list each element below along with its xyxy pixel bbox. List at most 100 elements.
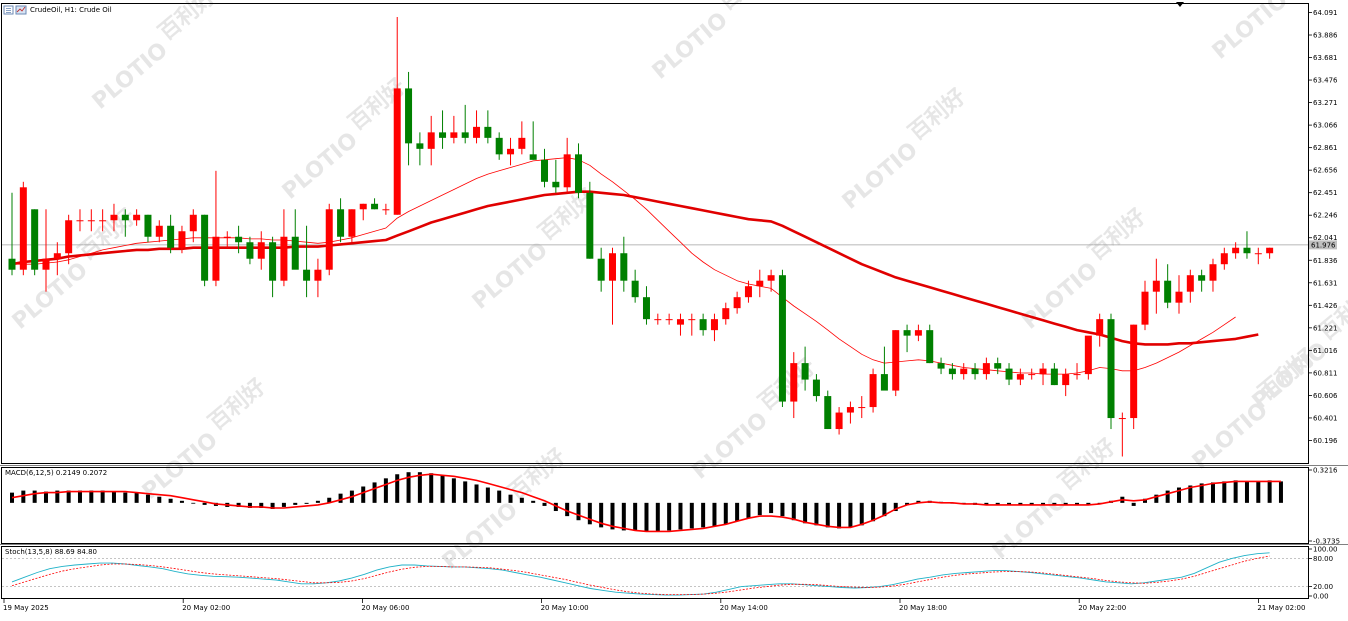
macd-bar [1041,502,1046,505]
candle [99,209,107,232]
candle-body [110,214,118,221]
candle [167,214,175,254]
candle [507,137,515,166]
candle [280,209,288,287]
candle-body [982,363,990,375]
macd-bar [1278,481,1283,503]
candle [473,110,481,144]
macd-bar [757,502,762,516]
candle [8,192,16,276]
candle-body [337,209,345,237]
y-tick-label: 61.836 [1313,257,1338,265]
macd-bar [463,481,468,503]
macd-bar [134,492,139,503]
macd-bar [55,490,60,503]
candle [710,313,718,342]
main-panel[interactable] [1,3,1309,464]
candle-body [1028,374,1036,376]
candle-body [280,236,288,281]
candle-body [892,330,900,391]
candle-body [790,363,798,402]
candle-body [948,368,956,375]
svg-text:百利好: 百利好 [1313,284,1348,346]
candle-body [223,236,231,238]
candle-body [971,368,979,375]
macd-bar [610,502,615,530]
candle-body [495,137,503,155]
macd-bar [1176,487,1181,503]
candle-body [869,374,877,408]
candle-body [427,132,435,149]
macd-bar [1154,494,1159,503]
svg-text:PLOTIO: PLOTIO [138,428,223,505]
macd-panel[interactable] [1,467,1309,544]
candle [801,346,809,391]
macd-bar [327,497,332,503]
watermark-layer: PLOTIO百利好PLOTIO百利好PLOTIO百利好PLOTIO百利好PLOT… [8,0,1348,575]
candle [1073,363,1081,380]
candle-body [778,275,786,402]
y-tick-label: 63.681 [1313,54,1338,62]
candle [1141,280,1149,331]
candle [405,71,413,166]
stoch-panel[interactable] [1,546,1309,599]
candle-body [914,330,922,336]
macd-bar [1210,482,1215,503]
candle-body [473,126,481,138]
candle-body [608,253,616,281]
svg-text:PLOTIO: PLOTIO [688,408,773,485]
svg-text:PLOTIO: PLOTIO [468,238,553,315]
candle-body [722,308,730,320]
chart-menu-icon[interactable] [3,5,14,15]
candle [665,313,673,325]
candle [223,231,231,248]
candle [87,209,95,232]
candle-body [801,363,809,380]
candle-body [303,269,311,281]
candle-body [439,132,447,138]
candle-body [654,319,662,321]
macd-bar [293,502,298,505]
candle [982,357,990,380]
stoch-signal-line [11,555,1270,595]
candle [235,225,243,254]
candle-body [133,214,141,221]
candle-body [99,220,107,222]
candle-body [382,209,390,211]
x-tick-label: 21 May 02:00 [1257,604,1305,612]
macd-bar [1188,485,1193,503]
shift-marker-icon[interactable] [1176,2,1184,7]
y-tick-label: 61.016 [1313,347,1338,355]
candle [450,115,458,144]
candle-body [1164,280,1172,303]
candle [1028,368,1036,380]
candle [937,357,945,375]
macd-bar [10,492,14,503]
y-tick-label: 63.271 [1313,99,1338,107]
candle-body [1232,247,1240,254]
macd-bar [123,492,128,503]
macd-bar [893,502,898,512]
stoch-levels [2,558,1308,587]
candle-body [1050,368,1058,386]
svg-text:百利好: 百利好 [753,354,820,416]
candle [1198,269,1206,292]
candle [778,269,786,408]
svg-text:PLOTIO: PLOTIO [1018,258,1103,335]
candle-body [960,368,968,375]
candle [722,302,730,325]
macd-bar [542,502,547,506]
candle-body [903,330,911,336]
macd-bar [1029,502,1034,505]
x-tick-label: 20 May 06:00 [361,604,409,612]
stoch-tick-label: 20.00 [1313,583,1333,591]
candle [676,313,684,336]
candle [1243,231,1251,259]
candle [189,209,197,243]
candle [1062,368,1070,397]
macd-bar [179,500,184,503]
macd-bar [1131,502,1136,506]
